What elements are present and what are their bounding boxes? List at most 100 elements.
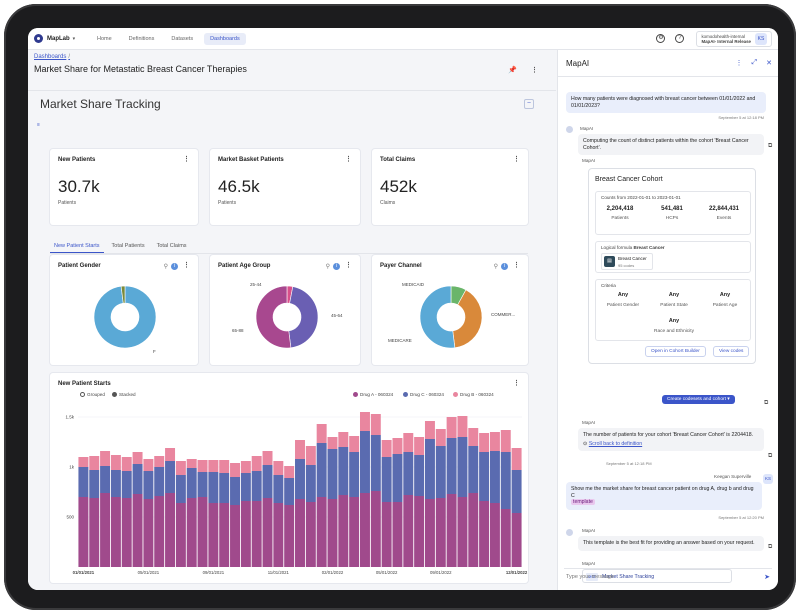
kebab-menu-icon[interactable]: ⋮: [345, 262, 352, 269]
bar-segment-drug-a[interactable]: [175, 503, 186, 567]
bar-segment-drug-a[interactable]: [381, 502, 392, 567]
nav-tab-datasets[interactable]: Datasets: [171, 35, 194, 42]
template-card[interactable]: MST Market Share Tracking: [582, 569, 732, 583]
bar-segment-drug-c[interactable]: [381, 457, 392, 502]
copy-icon[interactable]: ⧉: [768, 143, 773, 149]
bar-segment-drug-c[interactable]: [305, 465, 316, 502]
bar-segment-drug-b[interactable]: [154, 456, 165, 467]
bar-segment-drug-b[interactable]: [500, 430, 511, 452]
bar-segment-drug-a[interactable]: [89, 498, 100, 567]
info-icon[interactable]: i: [333, 263, 340, 270]
bar-segment-drug-a[interactable]: [78, 497, 89, 567]
info-icon[interactable]: i: [501, 263, 508, 270]
bar-segment-drug-c[interactable]: [175, 475, 186, 503]
bar-segment-drug-c[interactable]: [78, 467, 89, 497]
bar-segment-drug-b[interactable]: [89, 456, 100, 470]
filter-icon[interactable]: ⚲: [493, 264, 498, 270]
donut-slice-1[interactable]: [120, 285, 126, 304]
bar-segment-drug-a[interactable]: [219, 503, 230, 567]
bar-segment-drug-a[interactable]: [143, 499, 154, 567]
bar-segment-drug-b[interactable]: [370, 414, 381, 435]
bar-segment-drug-a[interactable]: [489, 503, 500, 567]
donut-slice-1[interactable]: [288, 286, 319, 349]
scroll-back-link[interactable]: ⊙ Scroll back to definition: [583, 441, 759, 448]
bar-segment-drug-c[interactable]: [219, 473, 230, 503]
create-codesets-button[interactable]: Create codesets and cohort ▾: [662, 395, 735, 404]
bar-segment-drug-c[interactable]: [457, 437, 468, 497]
bar-segment-drug-c[interactable]: [500, 452, 511, 509]
settings-icon[interactable]: ⚙: [656, 34, 666, 43]
bar-segment-drug-b[interactable]: [403, 433, 414, 452]
bar-segment-drug-a[interactable]: [424, 499, 435, 567]
donut-slice-2[interactable]: [419, 285, 456, 349]
bar-segment-drug-b[interactable]: [338, 432, 349, 447]
bar-segment-drug-c[interactable]: [424, 439, 435, 499]
chat-input[interactable]: Type your message ➤: [564, 568, 772, 584]
info-icon[interactable]: i: [171, 263, 178, 270]
tab-total-patients[interactable]: Total Patients: [111, 243, 145, 249]
bar-segment-drug-a[interactable]: [359, 493, 370, 567]
org-switcher[interactable]: komodohealth-internal MapAI- Internal Re…: [696, 30, 772, 47]
bar-segment-drug-c[interactable]: [154, 467, 165, 496]
bar-segment-drug-a[interactable]: [435, 498, 446, 567]
bar-segment-drug-c[interactable]: [295, 459, 305, 499]
bar-segment-drug-b[interactable]: [230, 463, 241, 477]
toggle-stacked[interactable]: Stacked: [112, 392, 136, 397]
copy-icon[interactable]: ⧉: [768, 544, 773, 550]
bar-segment-drug-c[interactable]: [121, 471, 132, 498]
bar-segment-drug-b[interactable]: [381, 440, 392, 457]
bar-segment-drug-c[interactable]: [165, 461, 176, 493]
bar-segment-drug-b[interactable]: [284, 466, 295, 478]
donut-slice-0[interactable]: [93, 285, 157, 349]
codeset-chip[interactable]: ▤ Breast Cancer 95 codes: [601, 253, 653, 270]
bar-segment-drug-c[interactable]: [468, 446, 479, 493]
toggle-grouped[interactable]: Grouped: [80, 392, 105, 397]
bar-segment-drug-b[interactable]: [479, 433, 490, 452]
bar-segment-drug-b[interactable]: [392, 438, 403, 454]
bar-segment-drug-c[interactable]: [435, 446, 446, 498]
bar-segment-drug-c[interactable]: [359, 431, 370, 493]
template-chip[interactable]: template: [571, 499, 595, 505]
bar-segment-drug-a[interactable]: [208, 503, 219, 567]
more-options-icon[interactable]: ⋮: [735, 60, 743, 67]
kebab-menu-icon[interactable]: ⋮: [183, 262, 190, 269]
collapse-section-button[interactable]: –: [524, 99, 534, 109]
pin-icon[interactable]: 📌: [508, 67, 517, 74]
filter-icon[interactable]: ⚲: [325, 264, 330, 270]
bar-segment-drug-a[interactable]: [100, 493, 111, 567]
bar-segment-drug-c[interactable]: [284, 478, 295, 505]
bar-segment-drug-c[interactable]: [251, 471, 262, 501]
bar-segment-drug-b[interactable]: [78, 457, 89, 467]
bar-segment-drug-a[interactable]: [251, 501, 262, 567]
bar-segment-drug-b[interactable]: [468, 428, 479, 446]
bar-segment-drug-b[interactable]: [359, 412, 370, 431]
more-options-icon[interactable]: ⋮: [531, 67, 538, 74]
bar-segment-drug-b[interactable]: [424, 421, 435, 439]
kebab-menu-icon[interactable]: ⋮: [345, 156, 352, 163]
breadcrumb[interactable]: Dashboards /: [34, 54, 71, 60]
nav-tab-dashboards[interactable]: Dashboards: [204, 32, 246, 45]
bar-segment-drug-c[interactable]: [273, 475, 284, 503]
bar-segment-drug-c[interactable]: [262, 465, 273, 498]
tab-total-claims[interactable]: Total Claims: [156, 243, 187, 249]
bar-segment-drug-a[interactable]: [370, 491, 381, 567]
bar-segment-drug-c[interactable]: [392, 454, 403, 502]
copy-icon[interactable]: ⧉: [764, 400, 769, 406]
bar-segment-drug-b[interactable]: [186, 459, 197, 468]
bar-segment-drug-a[interactable]: [338, 495, 349, 567]
bar-segment-drug-a[interactable]: [121, 498, 132, 567]
bar-segment-drug-a[interactable]: [295, 499, 305, 567]
bar-segment-drug-c[interactable]: [316, 443, 327, 497]
bar-segment-drug-a[interactable]: [110, 497, 121, 567]
bar-segment-drug-c[interactable]: [370, 435, 381, 491]
bar-segment-drug-c[interactable]: [143, 471, 154, 499]
bar-segment-drug-a[interactable]: [284, 505, 295, 567]
user-avatar[interactable]: KS: [755, 32, 767, 45]
bar-segment-drug-c[interactable]: [349, 452, 360, 497]
bar-segment-drug-a[interactable]: [414, 496, 425, 567]
bar-segment-drug-b[interactable]: [197, 460, 208, 472]
app-switcher[interactable]: MapLab ▾: [34, 34, 86, 43]
bar-segment-drug-b[interactable]: [121, 457, 132, 471]
bar-segment-drug-c[interactable]: [240, 473, 251, 501]
bar-segment-drug-b[interactable]: [273, 461, 284, 475]
